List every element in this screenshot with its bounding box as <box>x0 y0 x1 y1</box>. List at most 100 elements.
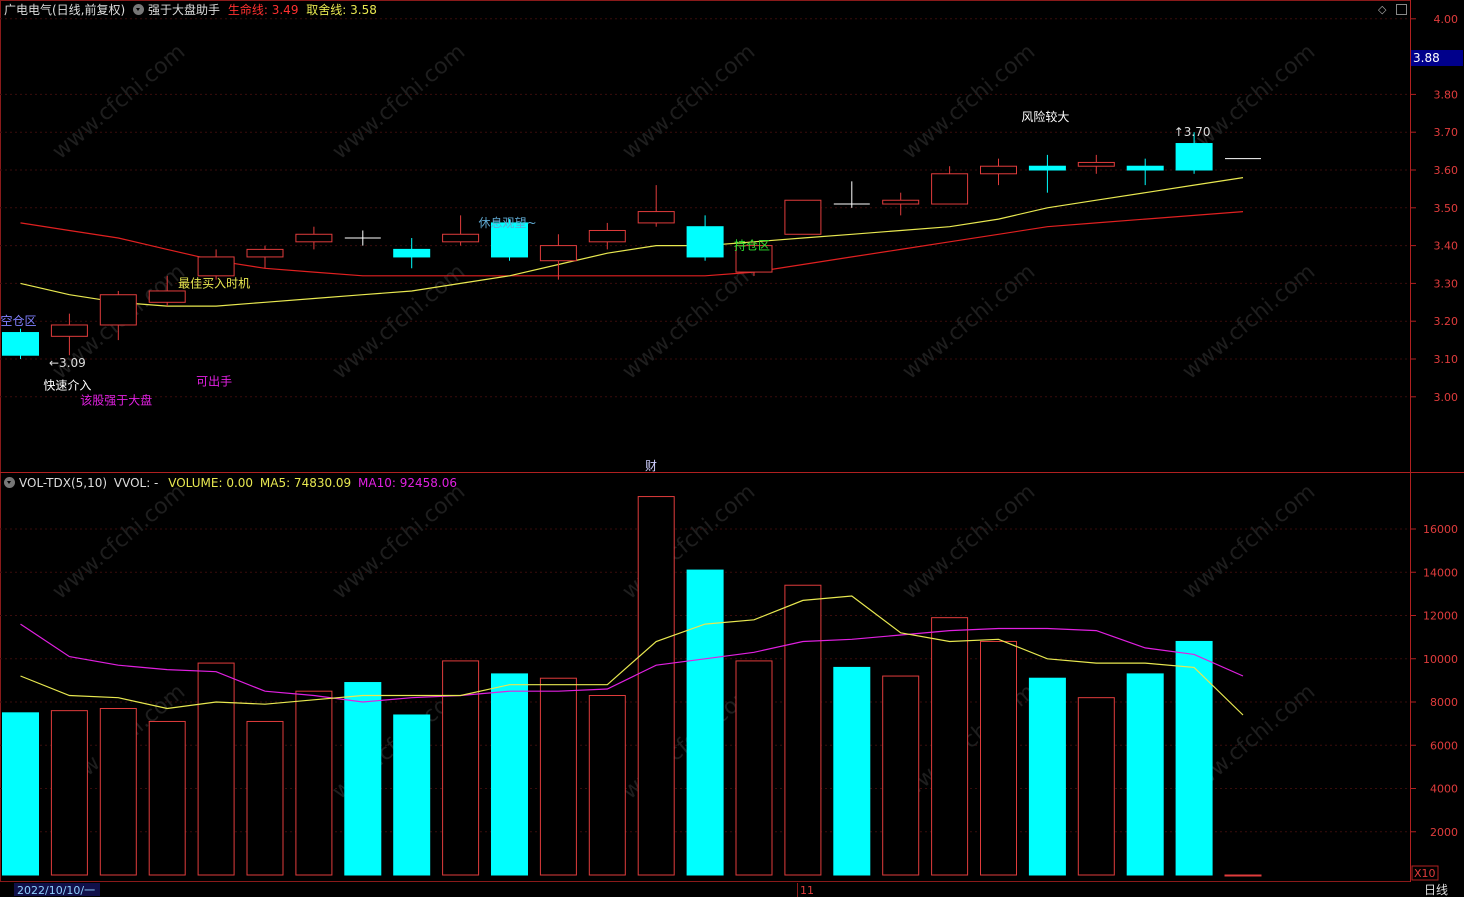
watermark-text: www.cfchi.com <box>618 39 760 164</box>
volume-bars <box>2 496 1262 877</box>
signal-annotation: 最佳买入时机 <box>178 276 250 290</box>
volume-bar <box>637 496 675 876</box>
candle-body <box>882 199 920 205</box>
volume-bar <box>735 660 773 876</box>
candle-body <box>1175 143 1213 171</box>
window-toggle-icon[interactable] <box>1396 4 1407 15</box>
volume-bar <box>295 690 333 876</box>
volume-bar <box>1126 673 1164 876</box>
candle <box>735 241 773 276</box>
volume-tick-label: 2000 <box>1430 826 1458 839</box>
price-tick-label: 3.30 <box>1434 277 1459 290</box>
signal-annotation: 快速介入 <box>43 378 91 392</box>
candle <box>50 313 88 356</box>
watermark-text: www.cfchi.com <box>1178 479 1320 604</box>
volume-bar <box>197 662 235 876</box>
exit-line <box>20 177 1244 307</box>
volume-tick-label: 10000 <box>1423 653 1458 666</box>
candle <box>1077 154 1115 174</box>
volume-bar <box>539 677 577 876</box>
volume-bar <box>246 720 284 876</box>
volume-tick-label: 16000 <box>1423 523 1458 536</box>
candle <box>246 245 284 269</box>
candle-body <box>637 211 675 224</box>
period-daily-button[interactable]: 日线 <box>1424 883 1448 897</box>
candle-body <box>1028 165 1066 171</box>
signal-annotation: 持仓区 <box>734 238 770 253</box>
volume-indicator-name[interactable]: VOL-TDX(5,10) <box>19 476 108 490</box>
candle-body <box>99 294 137 326</box>
volume-bar <box>344 682 382 876</box>
candle-body <box>50 324 88 337</box>
candlesticks <box>2 132 1261 359</box>
event-marker[interactable]: 财 <box>645 459 657 473</box>
volume-bar <box>882 675 920 876</box>
volume-bar <box>686 569 724 876</box>
candle <box>2 328 39 359</box>
price-chart-header: 广电电气(日线,前复权) 强于大盘助手 生命线: 3.49 取舍线: 3.58 <box>4 2 377 18</box>
current-price-box <box>1411 50 1463 66</box>
life-line-value: 3.49 <box>271 3 299 17</box>
life-line-label: 生命线: <box>227 3 268 17</box>
dropdown-icon[interactable] <box>133 4 145 15</box>
volume-bar <box>491 673 528 876</box>
volume-bar <box>588 695 626 876</box>
candle <box>1028 154 1066 193</box>
watermark-text: www.cfchi.com <box>328 479 470 604</box>
volume-multiplier: X10 <box>1414 867 1436 880</box>
volume-value: VOLUME: 0.00 <box>168 476 254 490</box>
candle-body <box>686 226 724 258</box>
candle <box>833 181 870 208</box>
candle-body <box>931 173 969 205</box>
volume-bar <box>1028 677 1066 876</box>
stock-title[interactable]: 广电电气(日线,前复权) <box>4 3 126 17</box>
watermark-text: www.cfchi.com <box>1178 259 1320 384</box>
candle <box>344 230 381 246</box>
candle <box>784 199 822 235</box>
dropdown-icon[interactable] <box>4 477 15 488</box>
candle <box>491 219 528 261</box>
watermark-text: www.cfchi.com <box>618 259 760 384</box>
diamond-icon[interactable]: ◇ <box>1378 3 1387 16</box>
volume-bar <box>393 714 431 876</box>
volume-tick-label: 12000 <box>1423 610 1458 623</box>
candle <box>99 290 137 341</box>
price-tick-label: 3.80 <box>1434 88 1459 101</box>
price-axis-ticks: 4.00 3.80 3.70 3.60 3.50 3.40 3.30 3.20 3.10 3.00 <box>1410 13 1458 404</box>
volume-bar <box>99 707 137 876</box>
signal-annotation: ←3.09 <box>49 356 86 370</box>
volume-bar <box>50 710 88 876</box>
volume-ma-lines <box>20 595 1244 716</box>
cursor-date: 2022/10/10/一 <box>17 884 95 897</box>
candle <box>637 185 675 227</box>
candle-body <box>1126 165 1164 171</box>
candle-body <box>246 248 284 258</box>
month-marker: 11 <box>800 884 814 897</box>
indicator-name[interactable]: 强于大盘助手 <box>148 3 221 17</box>
candle-body <box>148 290 186 303</box>
candle-body <box>491 222 528 258</box>
watermark-text: www.cfchi.com <box>48 39 190 164</box>
candle-body <box>393 248 431 258</box>
ma10-value: MA10: 92458.06 <box>358 476 457 490</box>
price-tick-label: 3.00 <box>1434 391 1459 404</box>
watermark-text: www.cfchi.com <box>328 259 470 384</box>
candle <box>295 226 333 250</box>
watermark-text: www.cfchi.com <box>898 39 1040 164</box>
candle <box>931 166 969 205</box>
volume-tick-label: 14000 <box>1423 566 1458 579</box>
candle <box>686 215 724 261</box>
candle-body <box>442 233 480 243</box>
candle <box>588 222 626 250</box>
candle-body <box>2 332 39 356</box>
watermark-text: www.cfchi.com <box>898 259 1040 384</box>
candle <box>148 275 186 307</box>
watermark-text: www.cfchi.com <box>898 479 1040 604</box>
candle <box>882 192 920 216</box>
price-tick-label: 3.20 <box>1434 315 1459 328</box>
watermark-text: www.cfchi.com <box>328 39 470 164</box>
volume-bar <box>2 712 39 876</box>
signal-annotation: 风险较大 <box>1021 109 1069 124</box>
volume-tick-label: 8000 <box>1430 696 1458 709</box>
